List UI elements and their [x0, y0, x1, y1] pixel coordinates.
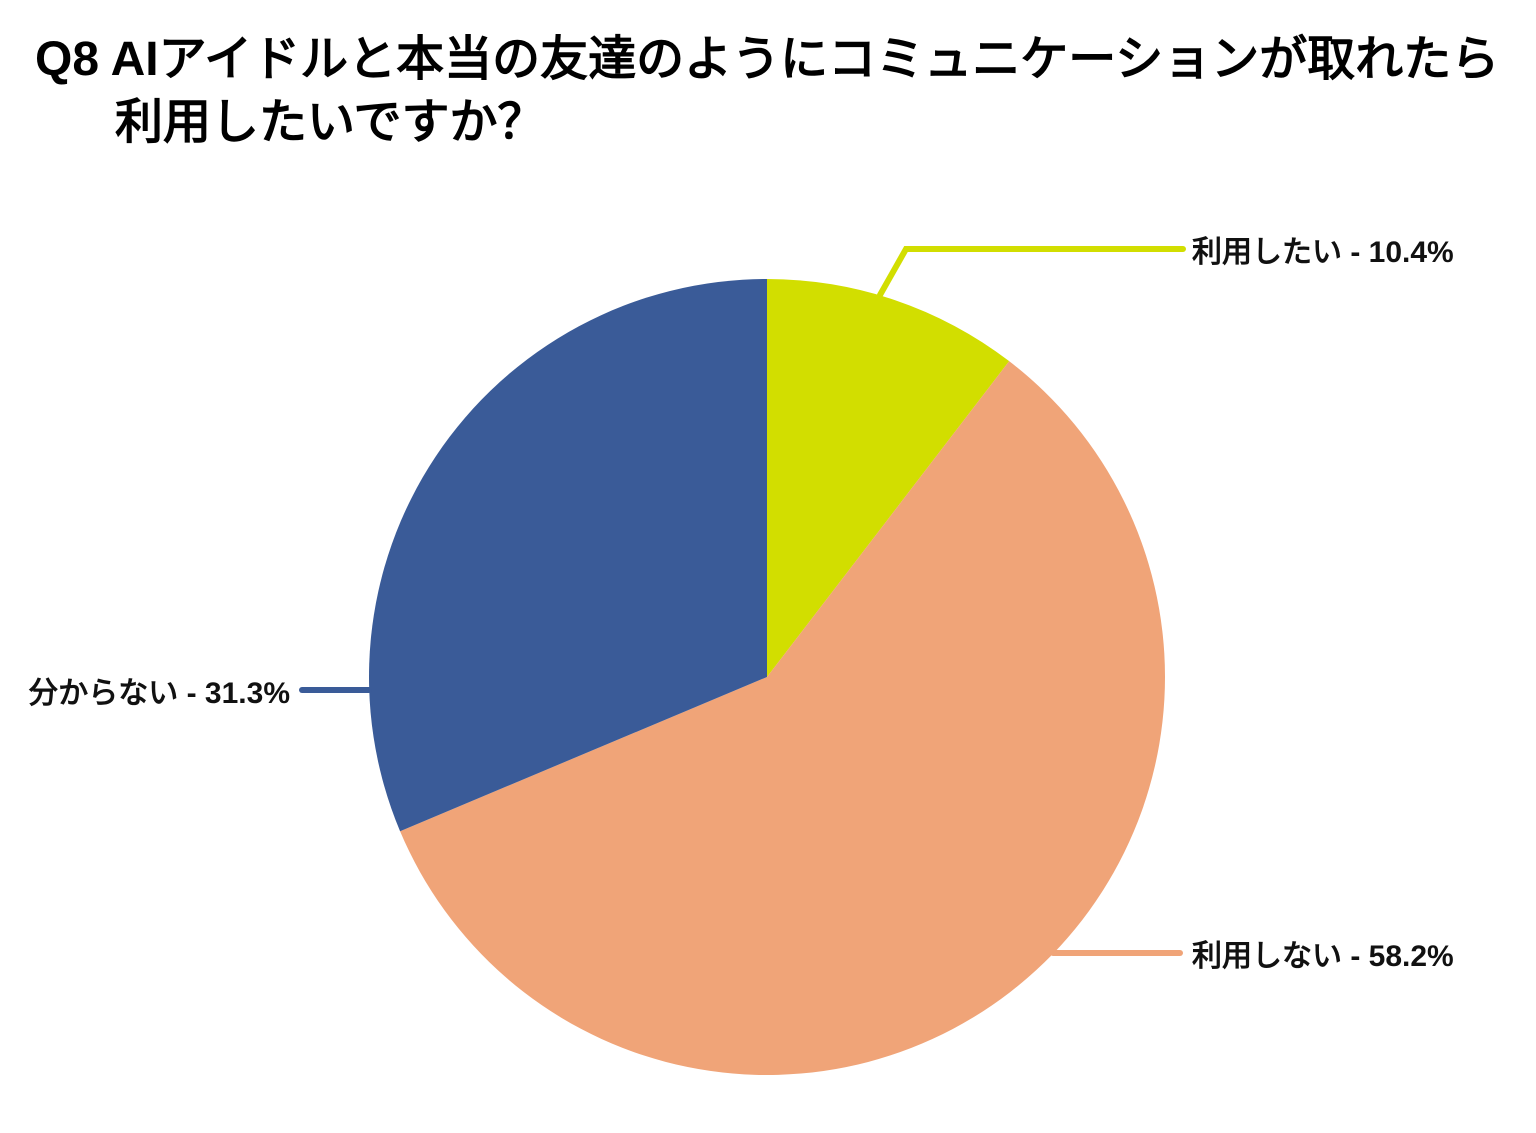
- slice-label-wont-use: 利用しない - 58.2%: [1192, 940, 1454, 973]
- chart-title-line1: Q8 AIアイドルと本当の友達のようにコミュニケーションが取れたら: [35, 33, 1500, 86]
- chart-title-line2: 利用したいですか？: [115, 96, 546, 150]
- pie-slice-wont-use: [400, 361, 1165, 1076]
- slice-label-dont-know: 分からない - 31.3%: [28, 677, 290, 710]
- pie-slice-want-to-use: [767, 279, 1010, 677]
- pie-slice-dont-know: [368, 278, 767, 832]
- slice-label-want-to-use: 利用したい - 10.4%: [1192, 236, 1454, 269]
- chart-title: Q8 AIアイドルと本当の友達のようにコミュニケーションが取れたら 利用したいで…: [35, 28, 1499, 155]
- leader-line-want-to-use: [877, 246, 1186, 298]
